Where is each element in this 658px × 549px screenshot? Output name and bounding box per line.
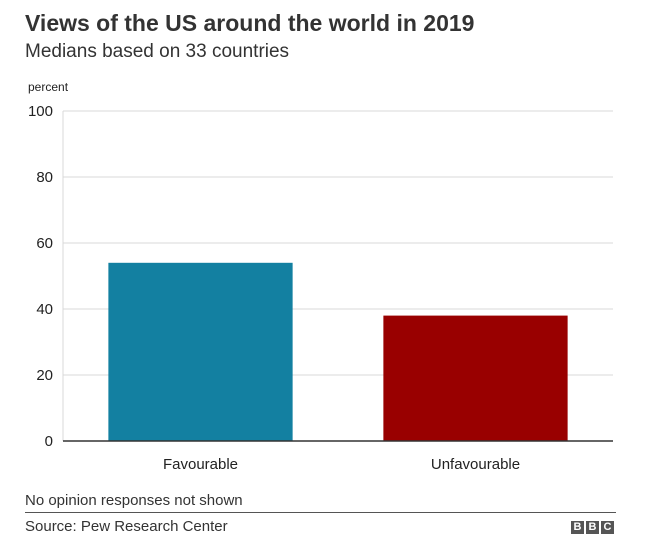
y-tick-label-80: 80 <box>36 169 53 186</box>
bbc-logo: B B C <box>571 521 614 534</box>
y-tick-label-40: 40 <box>36 301 53 318</box>
y-tick-label-0: 0 <box>45 433 53 450</box>
logo-letter-b1: B <box>571 521 584 534</box>
bar-chart: 0 20 40 60 80 100 Favourable Unfavourable <box>28 103 613 473</box>
y-tick-label-100: 100 <box>28 103 53 120</box>
y-axis-unit-label: percent <box>28 80 69 94</box>
bar-unfavourable <box>383 315 568 441</box>
logo-letter-b2: B <box>586 521 599 534</box>
x-category-label-unfavourable: Unfavourable <box>431 456 520 473</box>
y-tick-label-60: 60 <box>36 235 53 252</box>
footnote: No opinion responses not shown <box>25 492 243 509</box>
chart-title: Views of the US around the world in 2019 <box>25 10 475 36</box>
source-credit: Source: Pew Research Center <box>25 518 228 535</box>
y-tick-label-20: 20 <box>36 367 53 384</box>
x-category-label-favourable: Favourable <box>163 456 238 473</box>
bar-favourable <box>108 262 293 441</box>
logo-letter-c: C <box>601 521 614 534</box>
footer-divider <box>25 512 616 513</box>
chart-subtitle: Medians based on 33 countries <box>25 41 290 62</box>
